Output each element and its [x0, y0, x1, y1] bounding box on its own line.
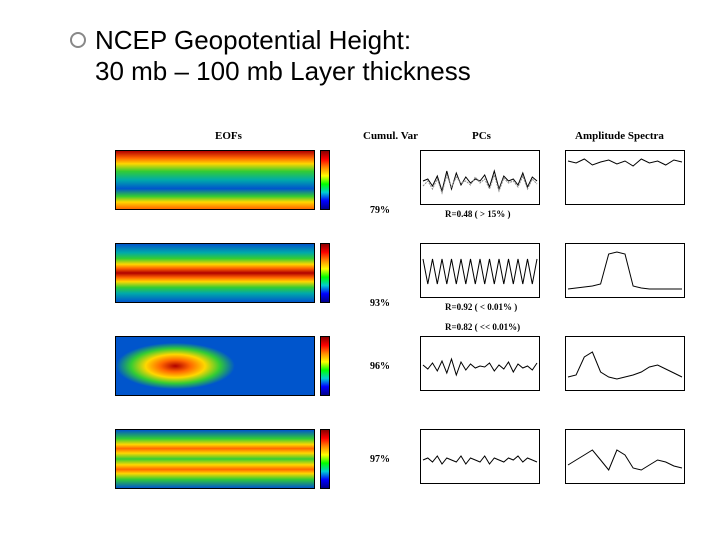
title-line1: NCEP Geopotential Height: — [95, 25, 411, 55]
pc-panel-2 — [420, 243, 540, 298]
colorbar-4 — [320, 429, 330, 489]
col-header-pcs: PCs — [472, 130, 491, 142]
colorbar-2 — [320, 243, 330, 303]
cumul-var-4: 97% — [370, 454, 390, 465]
col-header-eofs: EOFs — [215, 130, 242, 142]
spectrum-panel-1 — [565, 150, 685, 205]
spectrum-panel-2 — [565, 243, 685, 298]
title-line2: 30 mb – 100 mb Layer thickness — [95, 56, 471, 86]
pc-panel-4 — [420, 429, 540, 484]
r-label-3: R=0.82 ( << 0.01%) — [445, 322, 520, 332]
col-header-cumul: Cumul. Var — [363, 130, 418, 142]
cumul-var-3: 96% — [370, 361, 390, 372]
col-header-spectra: Amplitude Spectra — [575, 130, 664, 142]
spectrum-panel-4 — [565, 429, 685, 484]
title-bullet — [70, 32, 86, 48]
cumul-var-2: 93% — [370, 298, 390, 309]
eof-panel-2 — [115, 243, 315, 303]
pc-panel-1 — [420, 150, 540, 205]
eof-panel-3 — [115, 336, 315, 396]
cumul-var-1: 79% — [370, 205, 390, 216]
r-label-2: R=0.92 ( < 0.01% ) — [445, 302, 517, 312]
spectrum-panel-3 — [565, 336, 685, 391]
colorbar-3 — [320, 336, 330, 396]
r-label-1: R=0.48 ( > 15% ) — [445, 209, 511, 219]
eof-panel-1 — [115, 150, 315, 210]
eof-panel-4 — [115, 429, 315, 489]
pc-panel-3 — [420, 336, 540, 391]
slide-title: NCEP Geopotential Height: 30 mb – 100 mb… — [95, 25, 471, 87]
colorbar-1 — [320, 150, 330, 210]
